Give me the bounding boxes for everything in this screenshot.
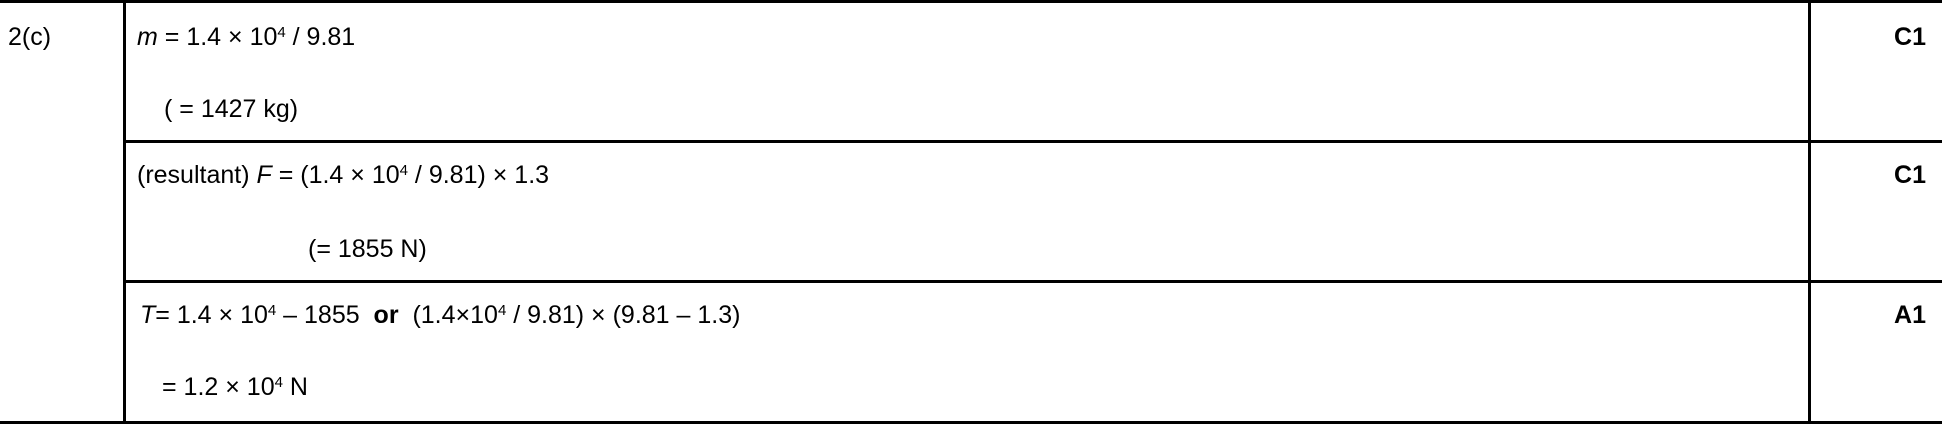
table-border-top	[0, 0, 1942, 3]
mark-label: C1	[1894, 161, 1926, 189]
table-border-bottom	[0, 421, 1942, 424]
exponent: 4	[274, 374, 283, 391]
row-divider	[124, 140, 1942, 143]
answer-line: = 1.2 × 104 N	[162, 372, 308, 402]
column-divider	[1808, 0, 1811, 424]
or-keyword: or	[373, 301, 399, 329]
expression: = 1.4 × 10	[155, 301, 268, 329]
prefix: (resultant)	[137, 161, 257, 189]
exponent: 4	[267, 302, 277, 319]
answer-line: (= 1855 N)	[308, 235, 427, 263]
expression: = (1.4 × 10	[271, 161, 400, 189]
expression: / 9.81	[285, 23, 356, 51]
mark-label: A1	[1894, 301, 1926, 329]
answer-line: m = 1.4 × 104 / 9.81	[137, 22, 355, 52]
expression: (1.4×10	[398, 301, 498, 329]
expression: – 1855	[276, 301, 374, 329]
expression: = 1.2 × 10	[162, 373, 275, 401]
expression: N	[282, 373, 308, 401]
answer-line: ( = 1427 kg)	[164, 95, 299, 123]
mark-label: C1	[1894, 23, 1926, 51]
answer-line: (resultant) F = (1.4 × 104 / 9.81) × 1.3	[137, 160, 549, 190]
variable: m	[137, 23, 158, 51]
variable: T	[140, 301, 156, 329]
row-divider	[124, 280, 1942, 283]
answer-line: T= 1.4 × 104 – 1855 or (1.4×104 / 9.81) …	[140, 300, 740, 330]
expression: / 9.81) × 1.3	[407, 161, 550, 189]
exponent: 4	[277, 24, 286, 41]
expression: = 1.4 × 10	[157, 23, 278, 51]
variable: F	[256, 161, 272, 189]
column-divider	[123, 0, 126, 424]
question-number: 2(c)	[8, 23, 52, 51]
expression: / 9.81) × (9.81 – 1.3)	[506, 301, 741, 329]
exponent: 4	[497, 302, 507, 319]
exponent: 4	[399, 162, 408, 179]
